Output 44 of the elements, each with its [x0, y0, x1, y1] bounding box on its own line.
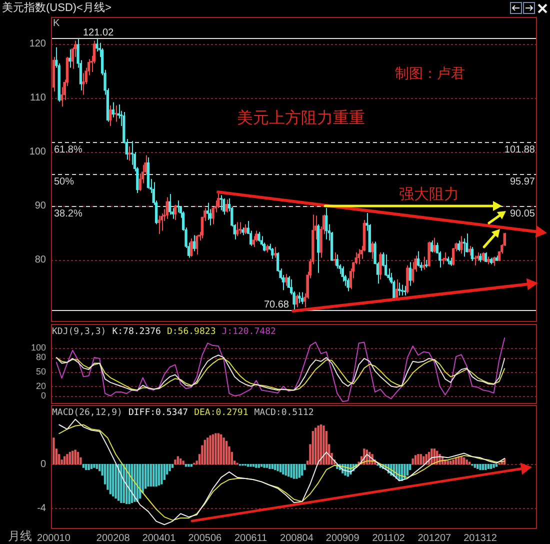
x-tick-label: 200804	[280, 532, 314, 544]
x-tick-label: 201207	[418, 532, 452, 544]
series-label: J:120.7482	[222, 327, 276, 337]
text: K:78.2376	[112, 327, 161, 337]
annotation: 38.2%	[54, 208, 82, 220]
text: DEA:0.2791	[194, 408, 248, 418]
y-tick-label: -4	[37, 502, 46, 514]
ref-line-label: 121.02	[83, 27, 114, 38]
y-tick-label: 50	[36, 366, 46, 376]
y-tick-label: 100	[30, 342, 46, 352]
annotation: 61.8%	[54, 144, 82, 156]
x-tick-label: 201312	[464, 532, 498, 544]
x-tick-label: 200010	[37, 532, 71, 544]
text: DIFF:0.5347	[128, 408, 188, 418]
x-tick-label: 201102	[372, 532, 406, 544]
annotation: 制图：卢君	[395, 65, 465, 81]
text: D:56.9823	[166, 327, 216, 337]
chart-title: MACD(26,12,9)	[52, 408, 122, 418]
y-tick-label: 80	[36, 352, 46, 362]
y-tick-label: 90	[34, 200, 46, 212]
y-tick-label: 80	[34, 254, 46, 266]
chart-title: KDJ(9,3,3)	[52, 327, 106, 337]
annotation: 美元上方阻力重重	[237, 110, 365, 127]
ref-line-label: 70.68	[264, 299, 290, 310]
ref-line-label: 95.97	[510, 176, 536, 188]
annotation: 50%	[54, 176, 74, 188]
y-tick-label: 100	[29, 146, 46, 158]
x-tick-label: 200611	[234, 532, 268, 544]
y-tick-label: 110	[30, 92, 46, 104]
y-tick-label: 0	[40, 390, 46, 400]
y-tick-label: 20	[36, 380, 46, 391]
y-tick-label: 120	[29, 38, 46, 50]
series-label: MACD:0.5112	[254, 408, 314, 418]
ref-line-label: 101.88	[504, 144, 536, 156]
x-tick-label: 200909	[326, 532, 360, 544]
x-axis-title: 月线	[8, 529, 32, 543]
y-tick-label: 0	[40, 459, 46, 470]
annotation: 强大阻力	[399, 186, 459, 203]
x-tick-label: 200401	[142, 532, 176, 544]
chart-title: 美元指数(USD)<月线>	[2, 2, 112, 14]
x-tick-label: 200506	[188, 532, 222, 544]
x-tick-label: 200208	[96, 532, 130, 544]
ref-line-label: 90.05	[510, 208, 536, 220]
annotation: K	[53, 18, 60, 29]
